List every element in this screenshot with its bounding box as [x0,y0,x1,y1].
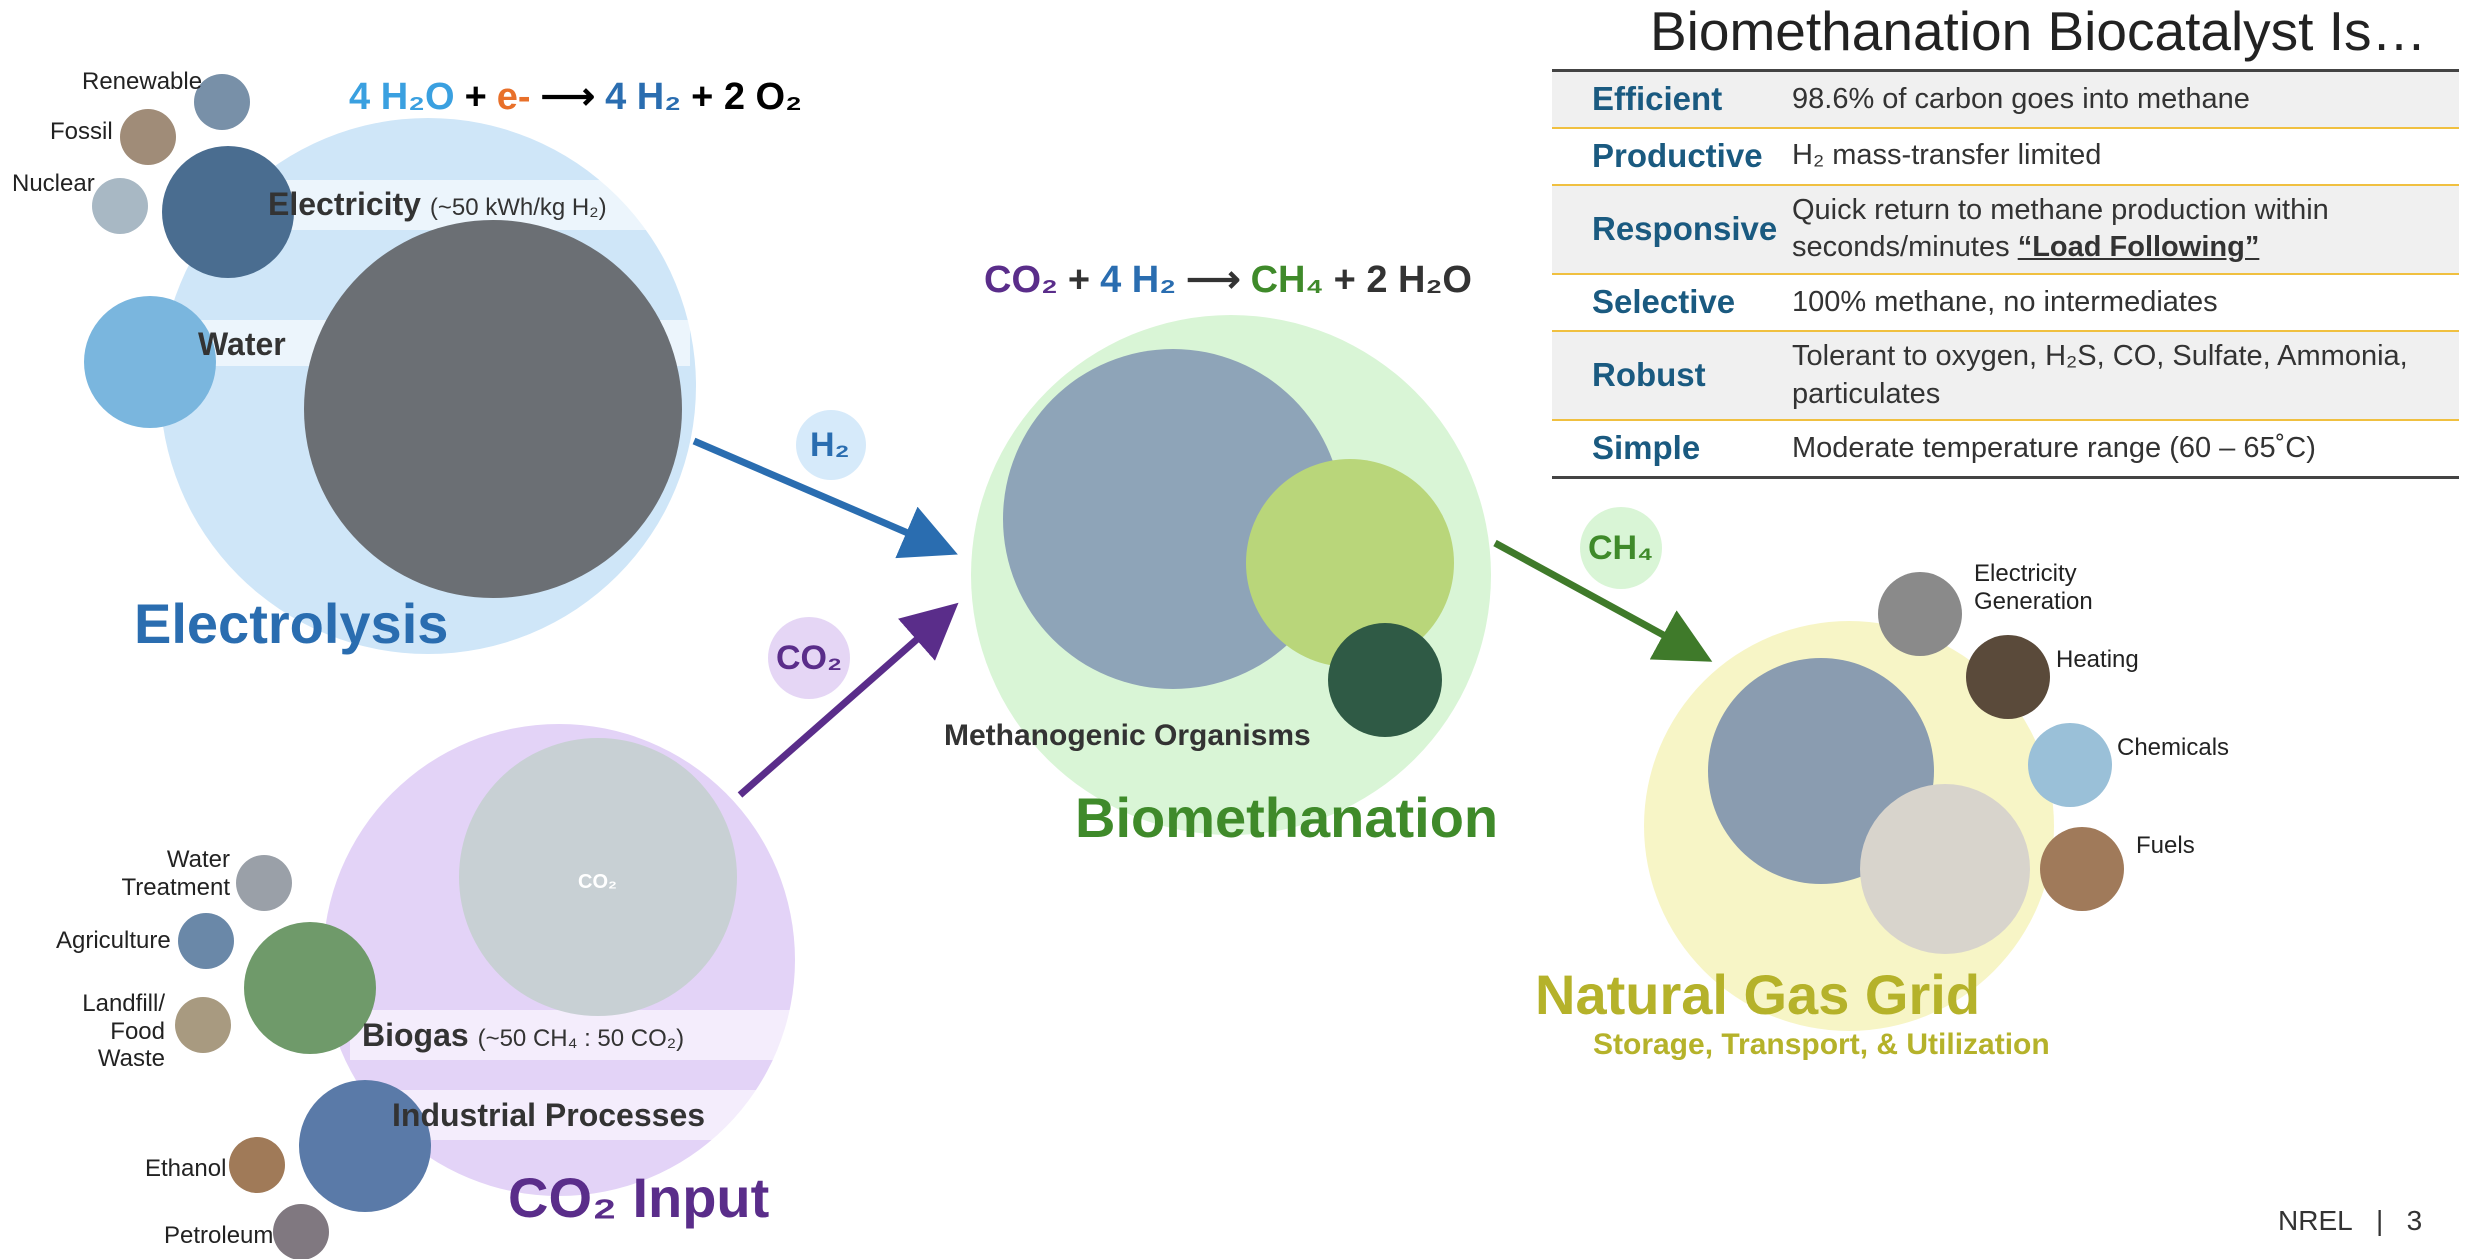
row: Selective 100% methane, no intermediates [1552,274,2459,333]
eq-part: + [1067,259,1091,301]
row-label: Simple [1592,429,1701,467]
row-label: Efficient [1552,70,1792,129]
use-label: Chemicals [2117,734,2230,761]
eq-part: 4 H₂ [605,76,682,118]
use-label: Fuels [2136,832,2195,859]
row-label: Productive [1552,127,1792,186]
row: Robust Tolerant to oxygen, H₂S, CO, Sulfa… [1552,331,2459,422]
source-label: Renewable [82,68,203,95]
label: Electricity [268,186,421,222]
row-text: Moderate temperature range (60 – 65˚C) [1792,432,2316,465]
eq-part: 4 H₂O [349,76,455,118]
eq-part: 4 H₂ [1100,259,1177,301]
row: Efficient 98.6% of carbon goes into metha… [1552,70,2459,129]
eq-part: + 2 H₂O [1333,259,1472,301]
row-label: Robust [1552,331,1792,422]
equation: 4 H₂O + e- ⟶ 4 H₂ + 2 O₂ [349,78,812,116]
source-label: Water Treatment [110,846,230,901]
electrolysis-title: Electrolysis [134,592,449,655]
eq-part: CO₂ [984,259,1058,301]
flow-label: H₂ [810,426,850,464]
row-text: Quick return to methane production withi… [1792,184,2459,276]
source-label: Landfill/ Food Waste [82,990,165,1073]
text: Quick return to methane production withi… [1792,193,2329,264]
eq-part: + [464,76,487,118]
footer: NREL | 3 [2278,1207,2422,1235]
label: Biogas [362,1017,469,1053]
row: Simple Moderate temperature range (60 – 6… [1552,420,2459,477]
page-number: 3 [2406,1205,2423,1236]
source-label: Ethanol [145,1155,227,1182]
source-label: Petroleum [164,1222,274,1249]
eq-part: e- [496,76,531,118]
emphasis: “Load Following” [2017,231,2260,264]
source-label: Fossil [50,118,113,145]
source-label: Agriculture [56,927,171,954]
property-table: Efficient 98.6% of carbon goes into metha… [1552,69,2459,480]
label: Water Treatment [121,846,230,901]
water-label: Water [198,326,286,362]
industrial-label: Industrial Processes [392,1097,706,1133]
equation: CO₂ +4 H₂ ⟶ CH₄ + 2 H₂O [984,261,1482,299]
use-label: Heating [2056,646,2139,673]
row-label: Responsive [1552,184,1792,276]
table-title: Biomethanation Biocatalyst Is… [1650,0,2427,62]
flow-label: CH₄ [1588,529,1654,567]
row-text: 100% methane, no intermediates [1792,274,2459,333]
row: Productive H₂ mass-transfer limited [1552,127,2459,186]
note: (~50 kWh/kg H₂) [429,194,607,221]
use-label: Electricity Generation [1974,560,2093,615]
row: Responsive Quick return to methane produc… [1552,184,2459,276]
tank-label: CO₂ [578,871,617,893]
biomethanation-title: Biomethanation [1075,786,1499,849]
grid-subtitle: Storage, Transport, & Utilization [1593,1028,2050,1061]
biogas-label: Biogas (~50 CH₄ : 50 CO₂) [362,1019,684,1051]
organisms-label: Methanogenic Organisms [944,719,1311,752]
row-text: 98.6% of carbon goes into methane [1792,70,2459,129]
eq-part: CH₄ [1250,259,1324,301]
eq-part: ⟶ [1186,259,1241,301]
electricity-label: Electricity (~50 kWh/kg H₂) [268,188,607,220]
row-text: Tolerant to oxygen, H₂S, CO, Sulfate, Am… [1792,331,2459,422]
row-text: H₂ mass-transfer limited [1792,127,2459,186]
eq-part: ⟶ [540,76,596,118]
grid-title: Natural Gas Grid [1535,963,1981,1026]
eq-part: + 2 O₂ [691,76,802,118]
row-label: Selective [1552,274,1792,333]
note: (~50 CH₄ : 50 CO₂) [477,1025,685,1052]
org: NREL [2278,1205,2353,1236]
flow-label: CO₂ [776,639,843,677]
co2-input-title: CO₂ Input [508,1166,770,1229]
separator: | [2376,1205,2384,1236]
source-label: Nuclear [12,170,95,197]
